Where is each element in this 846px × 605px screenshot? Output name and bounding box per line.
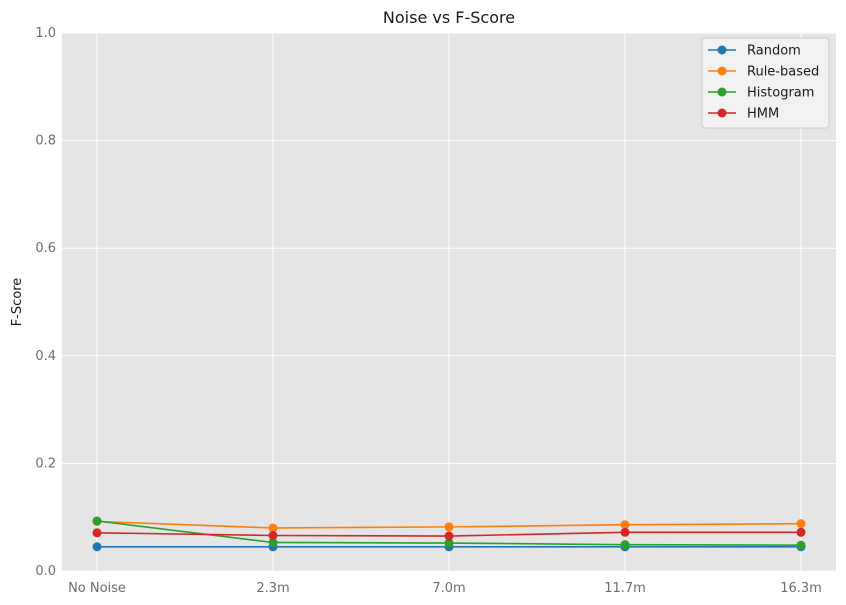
data-point-random-0 — [92, 542, 102, 552]
y-tick-label-4: 0.8 — [35, 134, 56, 149]
legend-label-rule-based: Rule-based — [747, 65, 819, 80]
y-axis-label: F-Score — [10, 278, 25, 327]
legend-label-histogram: Histogram — [747, 86, 814, 101]
legend-box — [701, 37, 830, 129]
y-tick-label-2: 0.4 — [35, 349, 56, 364]
data-point-hmm-1 — [268, 530, 278, 540]
x-tick-label-1: 2.3m — [256, 581, 289, 596]
legend-marker-rule-based — [717, 66, 727, 76]
legend-marker-hmm — [717, 108, 727, 118]
grid-lines — [62, 32, 836, 572]
data-point-rule-based-4 — [796, 519, 806, 529]
data-point-hmm-3 — [620, 527, 630, 537]
data-point-histogram-4 — [796, 540, 806, 550]
data-point-hmm-2 — [444, 531, 454, 541]
y-tick-label-1: 0.2 — [35, 456, 56, 471]
y-tick-label-0: 0.0 — [35, 564, 56, 579]
data-point-hmm-0 — [92, 528, 102, 538]
data-point-histogram-1 — [268, 537, 278, 547]
y-tick-labels: 0.0 0.2 0.4 0.6 0.8 1.0 — [35, 26, 56, 579]
data-point-histogram-2 — [444, 538, 454, 548]
x-tick-label-4: 16.3m — [780, 581, 822, 596]
data-point-hmm-4 — [796, 527, 806, 537]
data-point-histogram-0 — [92, 516, 102, 526]
x-tick-labels: No Noise 2.3m 7.0m 11.7m 16.3m — [68, 581, 822, 596]
data-point-histogram-3 — [620, 540, 630, 550]
legend: Random Rule-based Histogram HMM — [701, 37, 830, 129]
y-tick-label-3: 0.6 — [35, 241, 56, 256]
legend-marker-histogram — [717, 87, 727, 97]
legend-marker-random — [717, 45, 727, 55]
data-point-rule-based-2 — [444, 522, 454, 532]
x-tick-label-0: No Noise — [68, 581, 126, 596]
data-point-rule-based-3 — [620, 520, 630, 530]
chart-title: Noise vs F-Score — [383, 8, 515, 27]
x-tick-label-3: 11.7m — [604, 581, 646, 596]
y-tick-label-5: 1.0 — [35, 26, 56, 41]
legend-label-random: Random — [747, 44, 801, 59]
series-layer — [92, 516, 806, 552]
x-tick-label-2: 7.0m — [432, 581, 465, 596]
legend-label-hmm: HMM — [747, 107, 779, 122]
data-point-rule-based-1 — [268, 523, 278, 533]
